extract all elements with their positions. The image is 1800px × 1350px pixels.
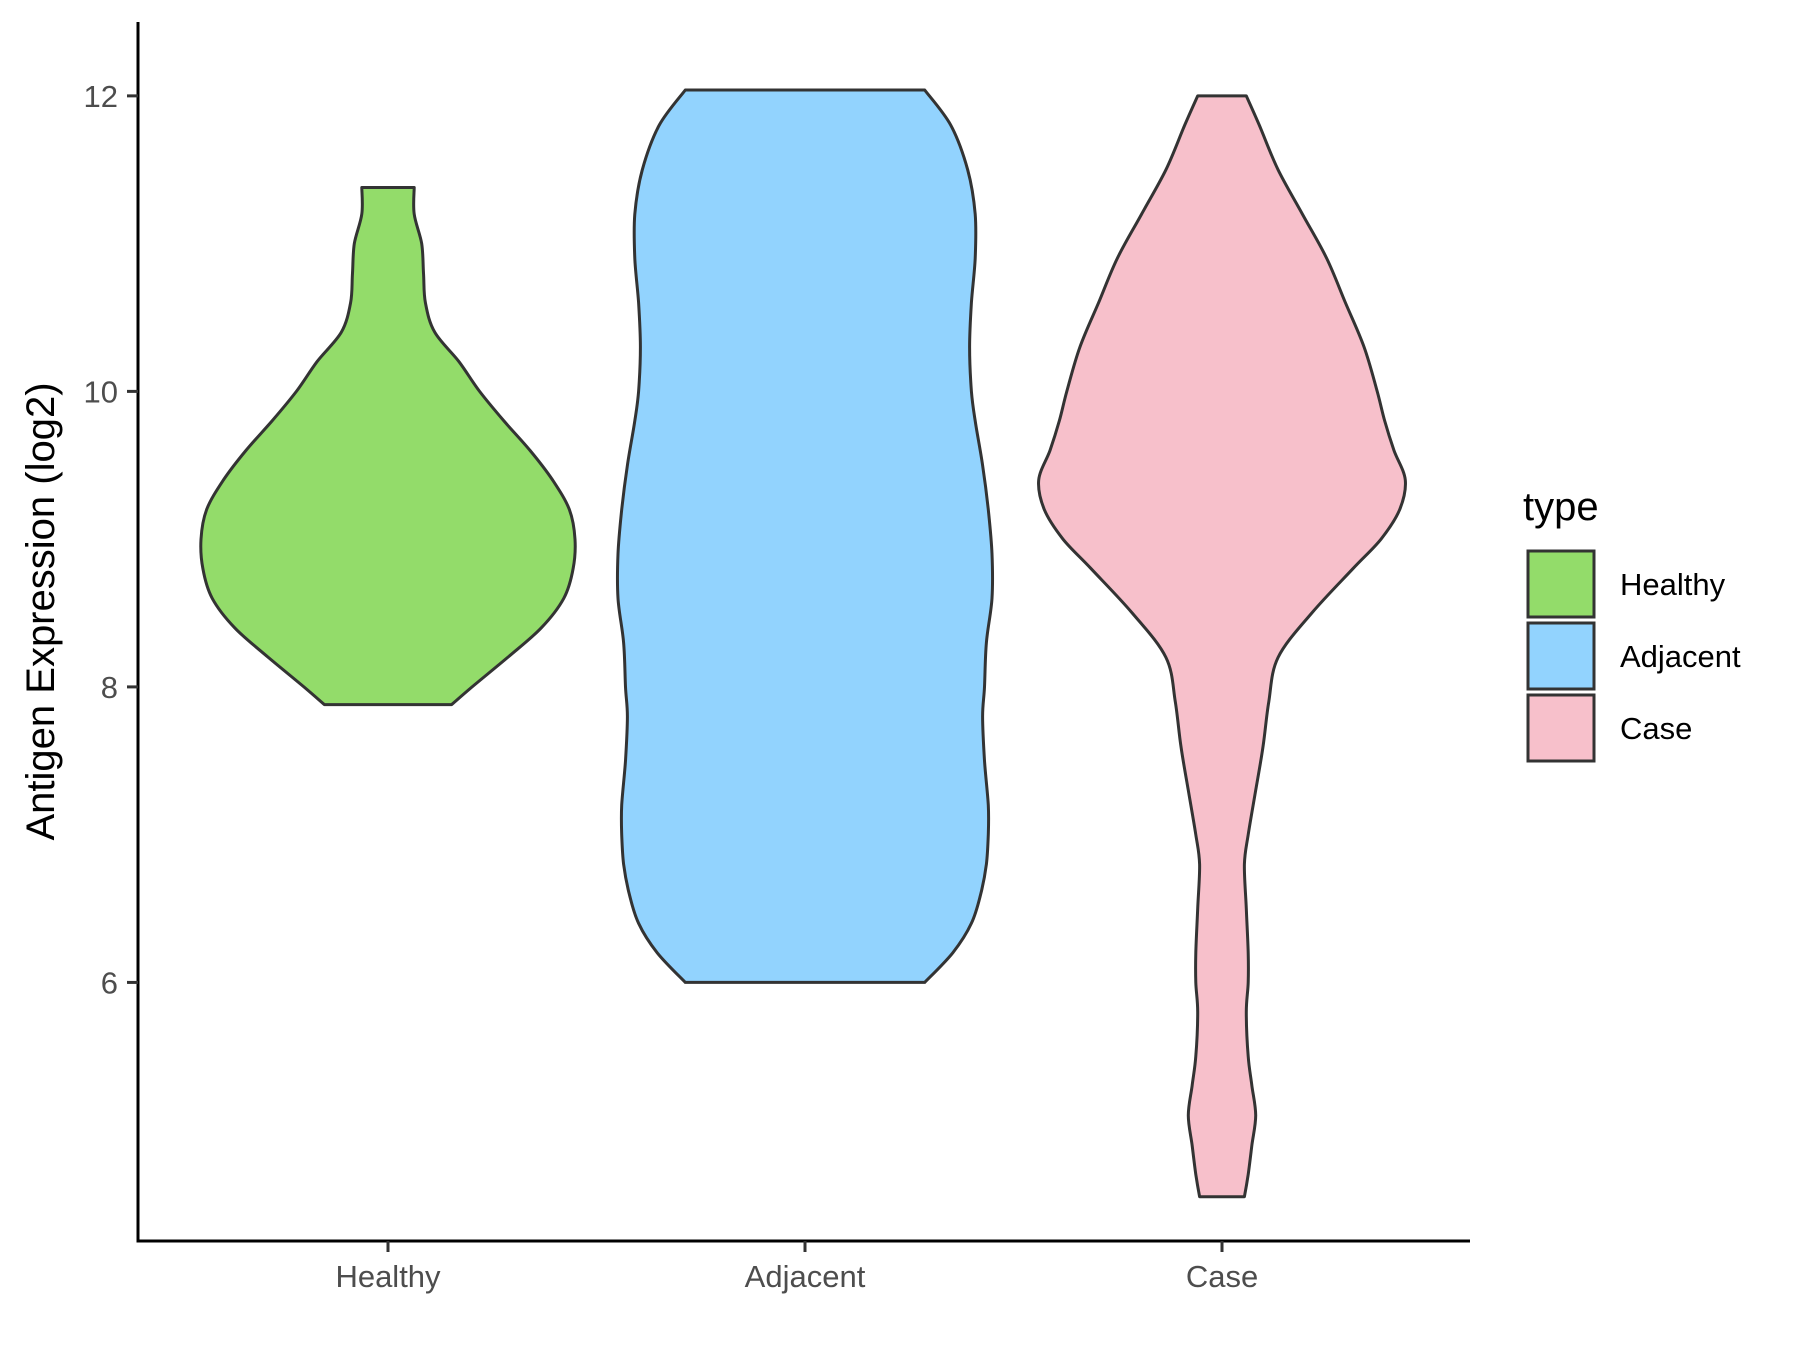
y-tick-label: 8: [101, 670, 118, 705]
y-tick-label: 6: [101, 965, 118, 1000]
legend-label-adjacent: Adjacent: [1620, 639, 1741, 674]
x-tick-label: Adjacent: [745, 1259, 866, 1294]
legend: type Healthy Adjacent Case: [1523, 485, 1741, 763]
y-axis-title: Antigen Expression (log2): [19, 382, 63, 840]
legend-key-case: [1526, 693, 1596, 763]
x-tick-label: Case: [1186, 1259, 1258, 1294]
legend-label-case: Case: [1620, 711, 1692, 746]
x-tick-label: Healthy: [335, 1259, 441, 1294]
x-axis-ticks: Healthy Adjacent Case: [335, 1241, 1258, 1294]
legend-key-healthy: [1526, 549, 1596, 619]
violin-healthy: [199, 186, 577, 707]
legend-key-adjacent: [1526, 621, 1596, 691]
axes: 6 8 10 12 Healthy Adjacent Case: [84, 22, 1470, 1294]
y-tick-label: 12: [84, 79, 118, 114]
legend-items: Healthy Adjacent Case: [1526, 549, 1741, 763]
y-axis-ticks: 6 8 10 12: [84, 79, 138, 1000]
violin-layer: [199, 88, 1407, 1199]
legend-title: type: [1523, 485, 1599, 529]
y-tick-label: 10: [84, 374, 118, 409]
legend-label-healthy: Healthy: [1620, 567, 1726, 602]
violin-case: [1037, 94, 1407, 1199]
violin-adjacent: [615, 88, 995, 984]
